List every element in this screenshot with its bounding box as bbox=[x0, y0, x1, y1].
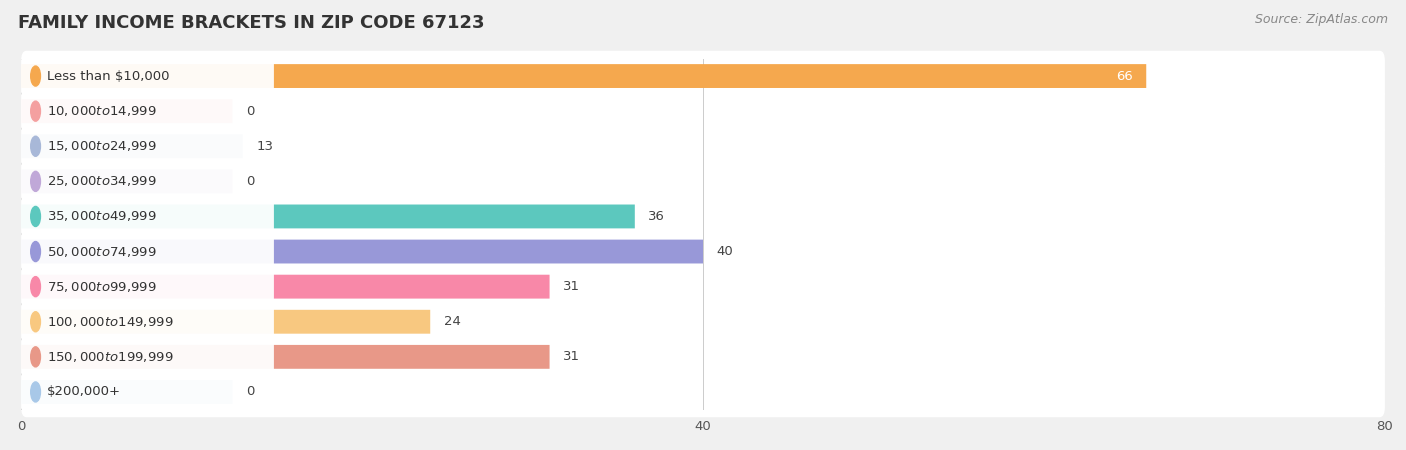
FancyBboxPatch shape bbox=[21, 374, 274, 410]
FancyBboxPatch shape bbox=[21, 367, 1385, 417]
Text: $25,000 to $34,999: $25,000 to $34,999 bbox=[46, 174, 156, 189]
Text: $35,000 to $49,999: $35,000 to $49,999 bbox=[46, 209, 156, 224]
Circle shape bbox=[31, 66, 41, 86]
Text: 40: 40 bbox=[717, 245, 734, 258]
FancyBboxPatch shape bbox=[21, 261, 1385, 312]
FancyBboxPatch shape bbox=[21, 310, 430, 334]
Text: 0: 0 bbox=[246, 175, 254, 188]
Text: $15,000 to $24,999: $15,000 to $24,999 bbox=[46, 139, 156, 153]
FancyBboxPatch shape bbox=[21, 93, 274, 130]
FancyBboxPatch shape bbox=[21, 64, 1146, 88]
Text: 31: 31 bbox=[564, 280, 581, 293]
Text: 31: 31 bbox=[564, 351, 581, 363]
FancyBboxPatch shape bbox=[21, 332, 1385, 382]
Text: $150,000 to $199,999: $150,000 to $199,999 bbox=[46, 350, 173, 364]
Circle shape bbox=[31, 171, 41, 191]
Text: 66: 66 bbox=[1116, 70, 1133, 82]
FancyBboxPatch shape bbox=[21, 204, 636, 229]
Text: FAMILY INCOME BRACKETS IN ZIP CODE 67123: FAMILY INCOME BRACKETS IN ZIP CODE 67123 bbox=[18, 14, 485, 32]
FancyBboxPatch shape bbox=[21, 345, 550, 369]
FancyBboxPatch shape bbox=[21, 239, 703, 264]
Circle shape bbox=[31, 382, 41, 402]
FancyBboxPatch shape bbox=[21, 338, 274, 375]
FancyBboxPatch shape bbox=[21, 274, 550, 299]
Text: 24: 24 bbox=[444, 315, 461, 328]
Text: $50,000 to $74,999: $50,000 to $74,999 bbox=[46, 244, 156, 259]
Circle shape bbox=[31, 136, 41, 156]
Text: $75,000 to $99,999: $75,000 to $99,999 bbox=[46, 279, 156, 294]
FancyBboxPatch shape bbox=[21, 51, 1385, 101]
Text: Source: ZipAtlas.com: Source: ZipAtlas.com bbox=[1254, 14, 1388, 27]
FancyBboxPatch shape bbox=[21, 380, 232, 404]
FancyBboxPatch shape bbox=[21, 86, 1385, 136]
FancyBboxPatch shape bbox=[21, 198, 274, 235]
FancyBboxPatch shape bbox=[21, 297, 1385, 347]
FancyBboxPatch shape bbox=[21, 163, 274, 200]
Circle shape bbox=[31, 207, 41, 226]
FancyBboxPatch shape bbox=[21, 128, 274, 165]
FancyBboxPatch shape bbox=[21, 303, 274, 340]
Circle shape bbox=[31, 312, 41, 332]
FancyBboxPatch shape bbox=[21, 233, 274, 270]
Text: $200,000+: $200,000+ bbox=[46, 386, 121, 398]
FancyBboxPatch shape bbox=[21, 169, 232, 194]
FancyBboxPatch shape bbox=[21, 226, 1385, 277]
FancyBboxPatch shape bbox=[21, 191, 1385, 242]
FancyBboxPatch shape bbox=[21, 156, 1385, 207]
Text: 13: 13 bbox=[256, 140, 273, 153]
Circle shape bbox=[31, 242, 41, 261]
FancyBboxPatch shape bbox=[21, 134, 243, 158]
Circle shape bbox=[31, 347, 41, 367]
FancyBboxPatch shape bbox=[21, 268, 274, 305]
FancyBboxPatch shape bbox=[21, 99, 232, 123]
Text: 0: 0 bbox=[246, 386, 254, 398]
Text: 36: 36 bbox=[648, 210, 665, 223]
Text: 0: 0 bbox=[246, 105, 254, 117]
Circle shape bbox=[31, 277, 41, 297]
FancyBboxPatch shape bbox=[21, 121, 1385, 171]
Text: $100,000 to $149,999: $100,000 to $149,999 bbox=[46, 315, 173, 329]
Text: Less than $10,000: Less than $10,000 bbox=[46, 70, 169, 82]
FancyBboxPatch shape bbox=[21, 58, 274, 94]
Circle shape bbox=[31, 101, 41, 121]
Text: $10,000 to $14,999: $10,000 to $14,999 bbox=[46, 104, 156, 118]
